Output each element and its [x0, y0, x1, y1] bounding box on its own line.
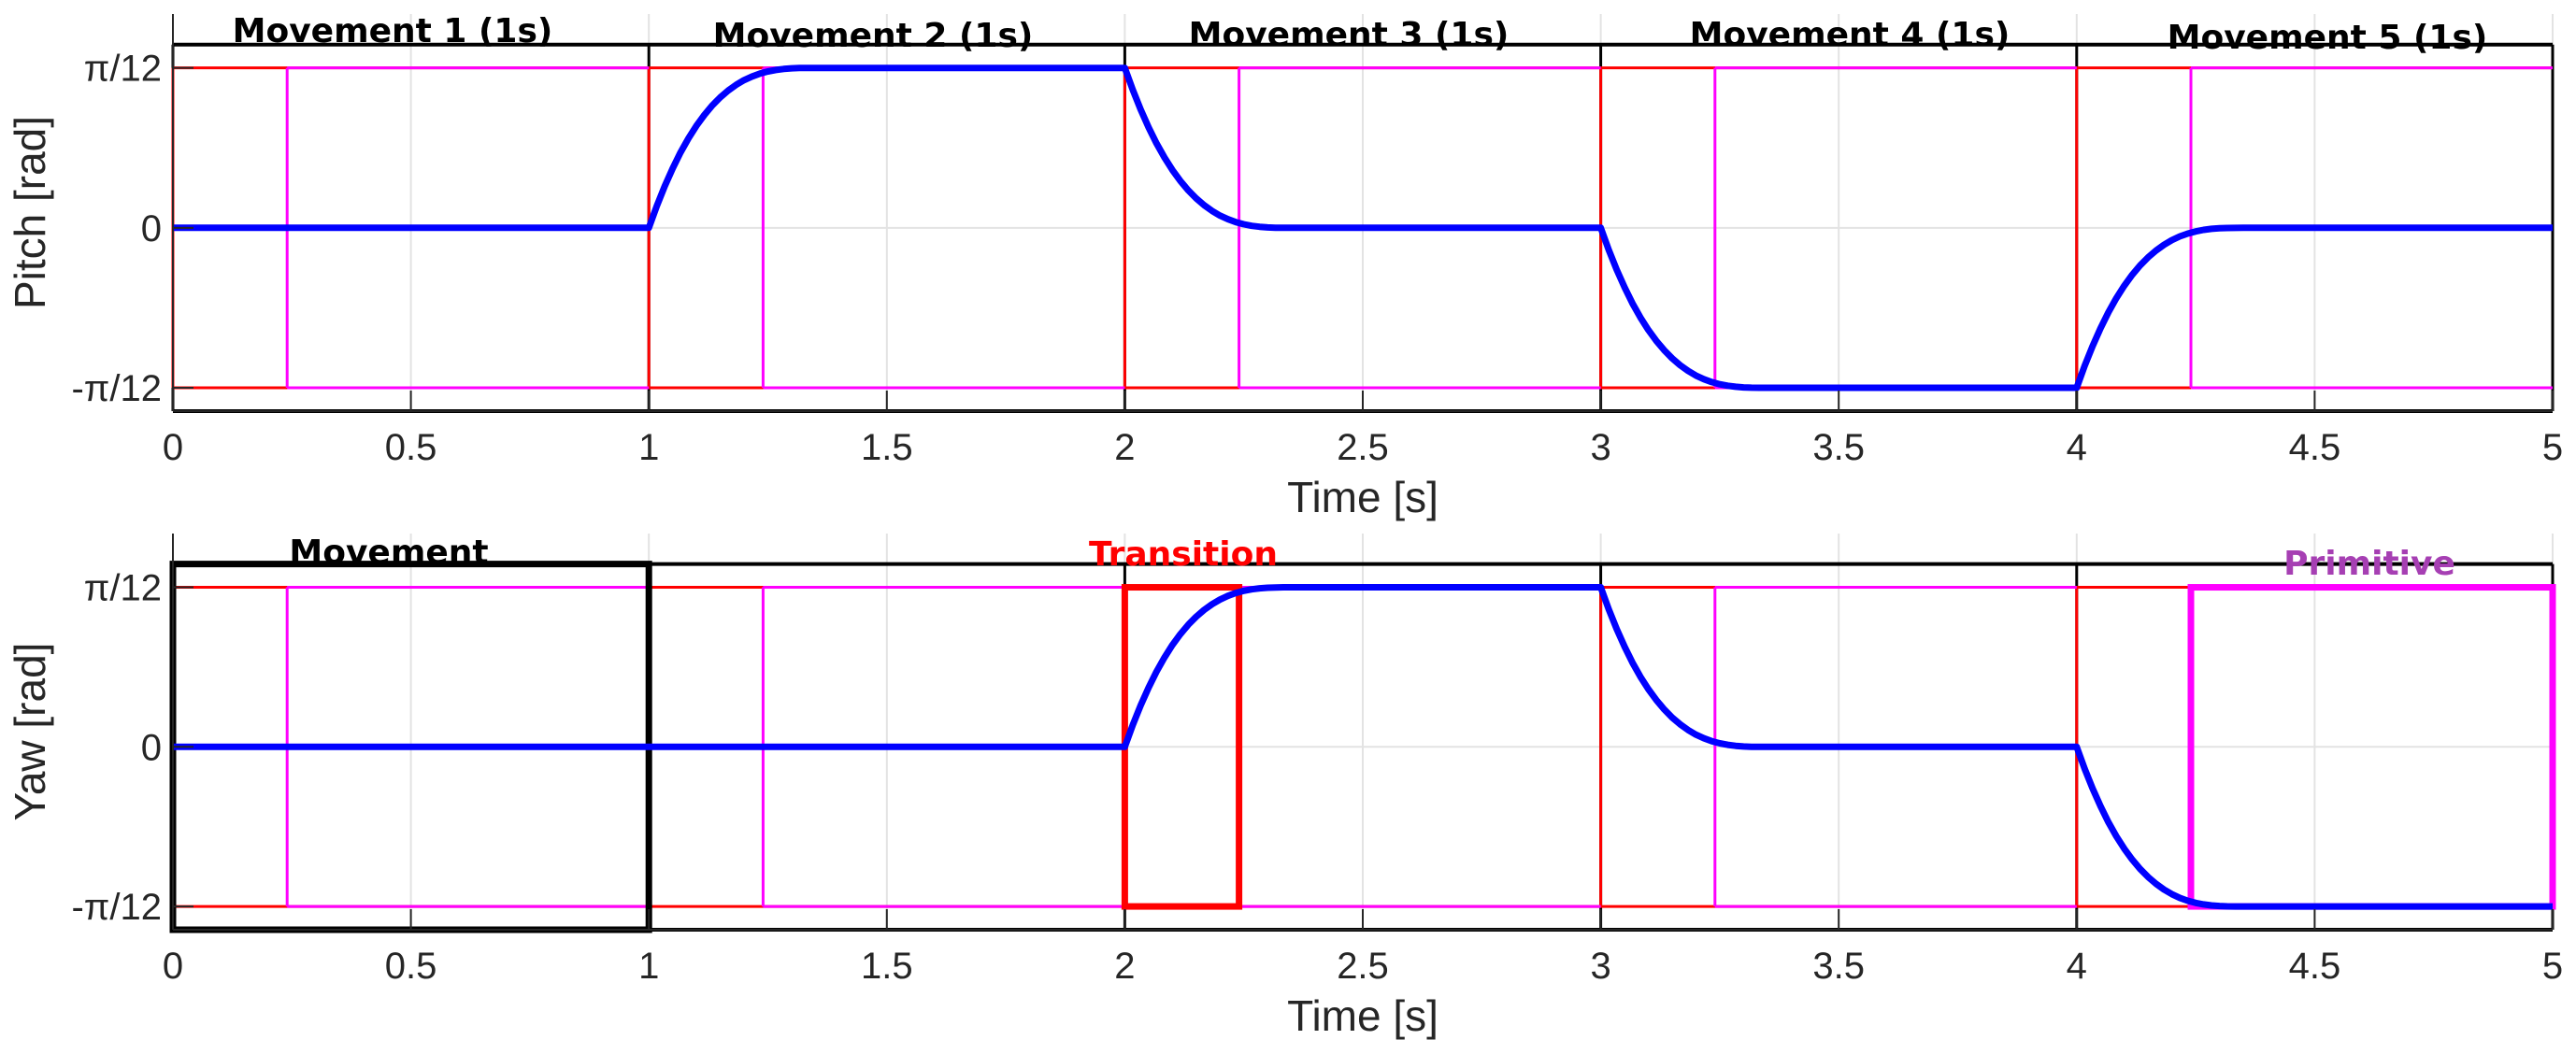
x-tick-label: 0.5	[385, 427, 437, 468]
x-tick-label: 5	[2542, 427, 2563, 468]
x-tick-label: 3.5	[1812, 427, 1865, 468]
annotation-label: Movement 2 (1s)	[713, 17, 1034, 55]
x-axis-label: Time [s]	[1287, 473, 1438, 521]
x-tick-label: 4.5	[2289, 946, 2341, 987]
x-tick-label: 0	[163, 427, 183, 468]
x-tick-label: 2.5	[1337, 427, 1389, 468]
x-tick-label: 2	[1114, 427, 1135, 468]
x-tick-label: 0	[163, 946, 183, 987]
annotation-label: Movement 5 (1s)	[2168, 19, 2488, 57]
x-tick-label: 2.5	[1337, 946, 1389, 987]
y-tick-label: -π/12	[71, 887, 162, 928]
y-tick-label: -π/12	[71, 368, 162, 409]
x-tick-label: 0.5	[385, 946, 437, 987]
x-tick-label: 2	[1114, 946, 1135, 987]
trajectory-line	[173, 64, 2553, 392]
annotation-label: Movement 3 (1s)	[1189, 16, 1510, 54]
x-tick-label: 3.5	[1812, 946, 1865, 987]
x-tick-label: 1	[638, 946, 659, 987]
annotation-label: Primitive	[2283, 545, 2455, 583]
x-tick-label: 3	[1590, 427, 1610, 468]
x-tick-label: 1.5	[861, 427, 913, 468]
x-tick-label: 3	[1590, 946, 1610, 987]
annotation-label: Movement	[289, 534, 488, 572]
trajectory-line	[173, 584, 2553, 910]
annotation-label: Movement 1 (1s)	[233, 12, 553, 50]
y-tick-label: 0	[141, 208, 162, 249]
y-axis-label: Yaw [rad]	[6, 643, 54, 821]
x-axis-label: Time [s]	[1287, 991, 1438, 1040]
x-tick-label: 4.5	[2289, 427, 2341, 468]
x-tick-label: 4	[2067, 427, 2087, 468]
x-tick-label: 4	[2067, 946, 2087, 987]
grid	[172, 534, 2554, 930]
x-tick-label: 1	[638, 427, 659, 468]
grid	[172, 14, 2554, 411]
x-tick-label: 5	[2542, 946, 2563, 987]
y-tick-label: π/12	[84, 49, 162, 90]
annotation-label: Movement 4 (1s)	[1690, 16, 2011, 54]
y-tick-label: π/12	[84, 568, 162, 609]
x-tick-label: 1.5	[861, 946, 913, 987]
annotation-label: Transition	[1089, 535, 1278, 574]
y-axis-label: Pitch [rad]	[6, 116, 54, 309]
y-tick-label: 0	[141, 727, 162, 768]
